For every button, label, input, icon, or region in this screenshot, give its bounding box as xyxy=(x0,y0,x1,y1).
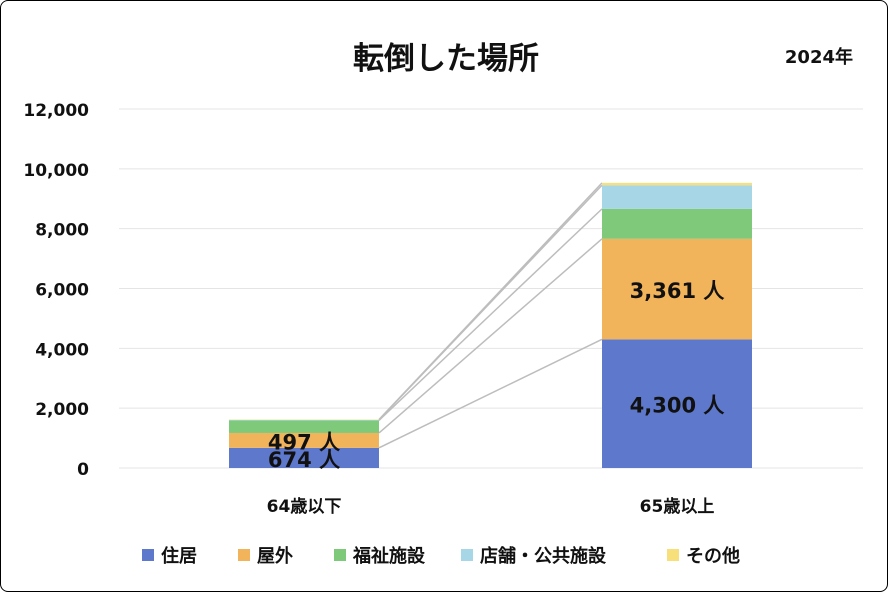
legend-label: 屋外 xyxy=(257,545,293,567)
legend-swatch xyxy=(238,549,250,561)
y-tick-label: 2,000 xyxy=(35,400,89,420)
bar-segment xyxy=(602,238,752,340)
y-tick-label: 8,000 xyxy=(35,221,89,241)
legend-label: 福祉施設 xyxy=(352,545,426,567)
data-label: 3,361 人 xyxy=(630,279,725,303)
y-tick-label: 12,000 xyxy=(23,101,89,121)
bar-segment xyxy=(229,420,379,433)
series-line xyxy=(378,338,603,449)
data-label: 4,300 人 xyxy=(630,394,725,418)
y-tick-label: 0 xyxy=(77,460,89,480)
series-line xyxy=(378,208,603,421)
legend-swatch xyxy=(667,549,679,561)
legend-label: 住居 xyxy=(161,545,197,567)
bar-segment xyxy=(229,447,379,468)
legend-swatch xyxy=(334,549,346,561)
y-tick-label: 6,000 xyxy=(35,281,89,301)
legend-swatch xyxy=(461,549,473,561)
legend-label: その他 xyxy=(686,545,740,567)
bar-segment xyxy=(602,339,752,468)
legend-swatch xyxy=(142,549,154,561)
y-tick-label: 10,000 xyxy=(23,161,89,181)
x-tick-label: 64歳以下 xyxy=(267,496,342,517)
series-line xyxy=(378,182,603,421)
bar-segment xyxy=(229,432,379,448)
y-tick-label: 4,000 xyxy=(35,340,89,360)
chart-title: 転倒した場所 xyxy=(353,41,539,77)
data-label: 674 人 xyxy=(268,448,340,472)
bar-segment xyxy=(229,419,379,421)
bar-segment xyxy=(602,208,752,239)
legend-label: 店舗・公共施設 xyxy=(480,545,607,567)
bar-segment xyxy=(602,182,752,186)
series-line xyxy=(378,238,603,434)
chart-subtitle: 2024年 xyxy=(785,46,853,68)
bar-segment xyxy=(602,185,752,209)
x-tick-label: 65歳以上 xyxy=(640,496,715,517)
data-label: 497 人 xyxy=(268,430,340,454)
